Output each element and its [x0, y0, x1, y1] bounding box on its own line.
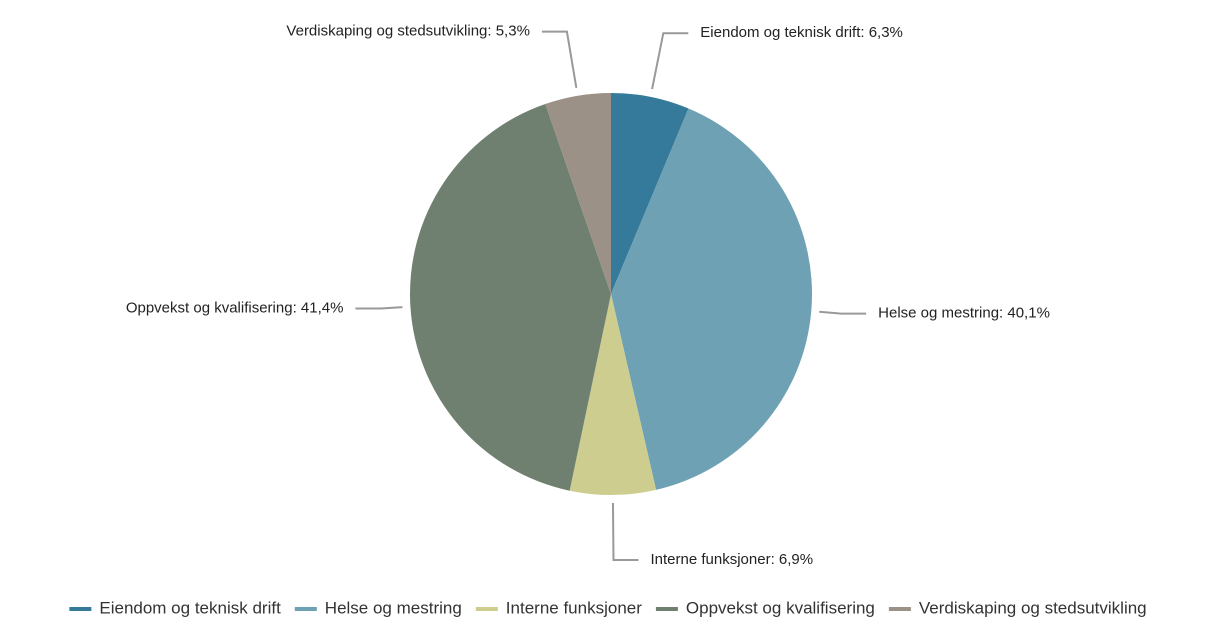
data-label: Helse og mestring: 40,1%	[878, 305, 1050, 322]
leader-line	[611, 502, 639, 561]
leader-line	[819, 310, 867, 315]
pie-slice	[611, 93, 689, 294]
legend: Eiendom og teknisk drift Helse og mestrin…	[69, 598, 1147, 617]
leader-line	[651, 32, 689, 90]
data-label: Verdiskaping og stedsutvikling: 5,3%	[286, 23, 529, 40]
pie-slice	[409, 104, 611, 491]
pie-slice	[611, 108, 812, 490]
legend-label: Oppvekst og kvalifisering	[686, 598, 875, 617]
data-label: Oppvekst og kvalifisering: 41,4%	[126, 299, 344, 316]
pie-slice	[569, 294, 657, 496]
legend-label: Interne funksjoner	[506, 598, 642, 617]
leader-line	[541, 30, 578, 89]
data-label: Interne funksjoner: 6,9%	[651, 551, 814, 568]
leader-line	[355, 306, 403, 310]
legend-label: Helse og mestring	[325, 598, 462, 617]
pie-slice	[545, 93, 611, 294]
legend-label: Eiendom og teknisk drift	[99, 598, 281, 617]
data-label: Eiendom og teknisk drift: 6,3%	[700, 24, 903, 41]
legend-label: Verdiskaping og stedsutvikling	[919, 598, 1147, 617]
